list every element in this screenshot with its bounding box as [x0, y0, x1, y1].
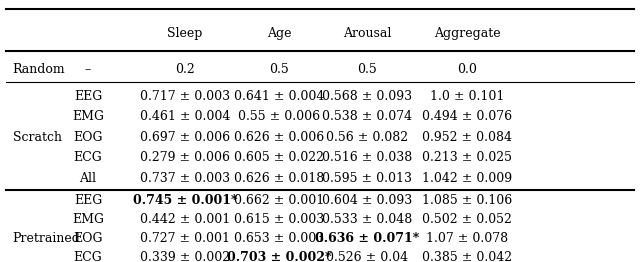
Text: 0.626 ± 0.006: 0.626 ± 0.006 [234, 131, 324, 144]
Text: –: – [85, 63, 91, 76]
Text: Aggregate: Aggregate [434, 27, 500, 40]
Text: 0.526 ± 0.04: 0.526 ± 0.04 [326, 250, 408, 262]
Text: 0.595 ± 0.013: 0.595 ± 0.013 [322, 172, 412, 185]
Text: 0.0: 0.0 [458, 63, 477, 76]
Text: 0.727 ± 0.001: 0.727 ± 0.001 [140, 232, 230, 245]
Text: EMG: EMG [72, 213, 104, 226]
Text: Scratch: Scratch [13, 131, 61, 144]
Text: 0.952 ± 0.084: 0.952 ± 0.084 [422, 131, 513, 144]
Text: Pretrained: Pretrained [13, 232, 81, 245]
Text: ECG: ECG [74, 250, 102, 262]
Text: 0.568 ± 0.093: 0.568 ± 0.093 [322, 90, 412, 103]
Text: 0.56 ± 0.082: 0.56 ± 0.082 [326, 131, 408, 144]
Text: EMG: EMG [72, 110, 104, 123]
Text: 0.279 ± 0.006: 0.279 ± 0.006 [140, 151, 230, 165]
Text: 0.55 ± 0.006: 0.55 ± 0.006 [238, 110, 320, 123]
Text: Sleep: Sleep [168, 27, 203, 40]
Text: Arousal: Arousal [343, 27, 391, 40]
Text: 1.07 ± 0.078: 1.07 ± 0.078 [426, 232, 508, 245]
Text: 0.213 ± 0.025: 0.213 ± 0.025 [422, 151, 513, 165]
Text: 0.737 ± 0.003: 0.737 ± 0.003 [140, 172, 230, 185]
Text: 0.615 ± 0.003: 0.615 ± 0.003 [234, 213, 324, 226]
Text: EOG: EOG [73, 232, 102, 245]
Text: 0.605 ± 0.022: 0.605 ± 0.022 [234, 151, 324, 165]
Text: 0.626 ± 0.018: 0.626 ± 0.018 [234, 172, 324, 185]
Text: 1.042 ± 0.009: 1.042 ± 0.009 [422, 172, 513, 185]
Text: 0.604 ± 0.093: 0.604 ± 0.093 [322, 194, 412, 207]
Text: 1.085 ± 0.106: 1.085 ± 0.106 [422, 194, 513, 207]
Text: 0.502 ± 0.052: 0.502 ± 0.052 [422, 213, 513, 226]
Text: 1.0 ± 0.101: 1.0 ± 0.101 [430, 90, 504, 103]
Text: EEG: EEG [74, 194, 102, 207]
Text: 0.494 ± 0.076: 0.494 ± 0.076 [422, 110, 513, 123]
Text: EOG: EOG [73, 131, 102, 144]
Text: 0.636 ± 0.071*: 0.636 ± 0.071* [315, 232, 419, 245]
Text: 0.703 ± 0.002*: 0.703 ± 0.002* [227, 250, 332, 262]
Text: 0.461 ± 0.004: 0.461 ± 0.004 [140, 110, 230, 123]
Text: All: All [79, 172, 97, 185]
Text: 0.538 ± 0.074: 0.538 ± 0.074 [322, 110, 412, 123]
Text: 0.653 ± 0.003: 0.653 ± 0.003 [234, 232, 324, 245]
Text: 0.5: 0.5 [357, 63, 377, 76]
Text: 0.5: 0.5 [269, 63, 289, 76]
Text: 0.339 ± 0.002: 0.339 ± 0.002 [140, 250, 230, 262]
Text: 0.2: 0.2 [175, 63, 195, 76]
Text: ECG: ECG [74, 151, 102, 165]
Text: 0.385 ± 0.042: 0.385 ± 0.042 [422, 250, 513, 262]
Text: 0.697 ± 0.006: 0.697 ± 0.006 [140, 131, 230, 144]
Text: 0.516 ± 0.038: 0.516 ± 0.038 [322, 151, 412, 165]
Text: 0.662 ± 0.001: 0.662 ± 0.001 [234, 194, 324, 207]
Text: 0.717 ± 0.003: 0.717 ± 0.003 [140, 90, 230, 103]
Text: 0.442 ± 0.001: 0.442 ± 0.001 [140, 213, 230, 226]
Text: Age: Age [267, 27, 291, 40]
Text: 0.641 ± 0.004: 0.641 ± 0.004 [234, 90, 324, 103]
Text: Random: Random [13, 63, 65, 76]
Text: 0.533 ± 0.048: 0.533 ± 0.048 [322, 213, 412, 226]
Text: EEG: EEG [74, 90, 102, 103]
Text: 0.745 ± 0.001*: 0.745 ± 0.001* [133, 194, 237, 207]
